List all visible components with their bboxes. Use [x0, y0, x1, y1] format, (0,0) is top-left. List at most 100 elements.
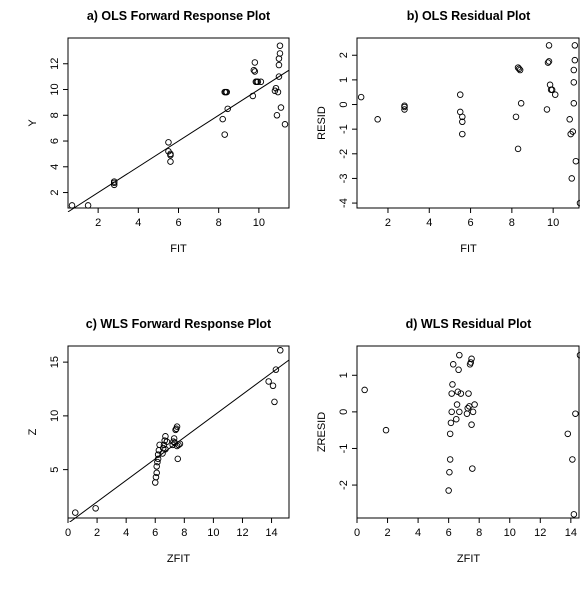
panel-b-xtick-label: 10 — [547, 217, 559, 229]
panel-a-point — [281, 121, 289, 128]
panel-d-xtick-label: 8 — [476, 527, 482, 539]
panel-b-xtick-label: 6 — [468, 217, 474, 229]
panel-d-point — [453, 401, 461, 408]
panel-a-point — [223, 88, 230, 96]
panel-a-point — [250, 66, 258, 74]
panel-c-point — [175, 441, 182, 449]
panel-b-point — [401, 103, 408, 111]
panel-b-plot-area — [357, 42, 580, 207]
panel-c-ytick-label: 10 — [49, 410, 61, 422]
panel-b-point — [515, 65, 523, 73]
panel-d-point — [446, 469, 453, 476]
panel-a-reference-line — [67, 69, 290, 212]
panel-d-point — [569, 456, 576, 463]
panel-b-point — [571, 42, 579, 49]
panel-d-point — [446, 430, 454, 438]
panel-d-point — [447, 419, 455, 427]
panel-b-ytick-label: -4 — [338, 198, 350, 208]
panel-a-point — [68, 202, 76, 209]
panel-b-point — [459, 113, 466, 121]
panel-a-point — [167, 150, 174, 158]
panel-b-ytick-label: 0 — [338, 101, 350, 107]
panel-c-xtick-label: 4 — [123, 527, 129, 539]
panel-c-point — [272, 366, 280, 373]
panel-a-xtick-label: 2 — [95, 217, 101, 229]
panel-a-xlabel: FIT — [170, 243, 187, 255]
panel-b-point — [569, 128, 577, 135]
panel-a-point — [249, 92, 257, 100]
panel-a-point — [276, 50, 284, 57]
panel-d-xtick-label: 6 — [446, 527, 452, 539]
panel-a-point — [275, 55, 283, 62]
panel-d-point — [457, 390, 465, 397]
panel-b-point — [548, 86, 556, 93]
panel-c-title: c) WLS Forward Response Plot — [86, 317, 272, 331]
panel-c-point — [154, 455, 162, 463]
panel-c-point — [163, 438, 171, 445]
panel-b-point — [551, 91, 559, 98]
panel-a-point — [110, 181, 118, 189]
panel-d-point — [449, 361, 457, 368]
panel-d-point — [445, 487, 452, 494]
panel-c-xtick-label: 10 — [207, 527, 219, 539]
panel-b-point — [576, 199, 580, 207]
panel-c-point — [170, 435, 178, 442]
panel-d-point — [570, 511, 578, 518]
panel-a-point — [273, 112, 281, 119]
panel-b-ytick-label: -2 — [338, 149, 350, 159]
panel-a-point — [167, 158, 174, 165]
panel-b-point — [544, 59, 552, 66]
panel-b-xlabel: FIT — [460, 243, 477, 255]
panel-c-xtick-label: 8 — [181, 527, 187, 539]
panel-c-point — [152, 473, 160, 481]
panel-d-point — [467, 359, 475, 366]
panel-a-xtick-label: 8 — [216, 217, 222, 229]
panel-d-point — [456, 408, 463, 416]
panel-d-point — [448, 408, 455, 416]
panel-c-point — [154, 458, 161, 466]
panel-a-point — [276, 42, 284, 49]
panel-a-point — [257, 78, 265, 86]
panel-a-plot-area — [67, 42, 290, 212]
panel-b-ytick-label: -1 — [338, 124, 350, 134]
panel-a-point — [224, 105, 231, 113]
panel-b-group: b) OLS Residual Plot 2 4 6 8 10 -4 -3 -2 -1 0 1 2 FIT… — [316, 9, 580, 255]
panel-d-xtick-label: 10 — [504, 527, 516, 539]
panel-b-point — [570, 79, 578, 86]
panel-d-point — [382, 426, 390, 434]
panel-b-point — [357, 93, 365, 101]
panel-b-xtick-label: 2 — [385, 217, 391, 229]
panel-a-point — [110, 178, 118, 185]
panel-b-point — [572, 157, 580, 165]
panel-d-point — [453, 415, 460, 423]
panel-c-point — [269, 382, 277, 390]
panel-c-point — [176, 440, 184, 448]
panel-d-frame — [356, 345, 580, 519]
panel-d-plot-area — [361, 351, 580, 518]
panel-c-point — [277, 347, 284, 354]
panel-b-point — [512, 113, 520, 121]
panel-a-point — [251, 59, 259, 66]
panel-c-plot-area — [69, 347, 290, 522]
panel-d-point — [572, 410, 579, 417]
panel-b-point — [545, 58, 553, 65]
panel-a-point — [275, 61, 283, 69]
panel-d-xtick-label: 14 — [565, 527, 577, 539]
panel-b-point — [459, 130, 466, 138]
panel-c-point — [153, 463, 160, 470]
panel-b-point — [456, 91, 464, 98]
panel-d-point — [448, 390, 455, 397]
panel-a-point — [254, 78, 262, 86]
panel-c-xtick-label: 0 — [65, 527, 71, 539]
panel-d-group: d) WLS Residual Plot 0 2 4 6 8 10 12 14 -2 -1 0 1 ZFI… — [316, 317, 580, 565]
panel-d-xtick-label: 4 — [415, 527, 421, 539]
panel-d-ytick-label: 1 — [338, 372, 350, 378]
panel-c-ytick-label: 5 — [49, 467, 61, 473]
panel-c-xtick-label: 2 — [94, 527, 100, 539]
panel-a-ytick-label: 10 — [49, 83, 61, 95]
panel-d-point — [576, 351, 580, 359]
panel-b-ytick-label: 2 — [338, 52, 350, 58]
panel-a-point — [219, 115, 226, 123]
